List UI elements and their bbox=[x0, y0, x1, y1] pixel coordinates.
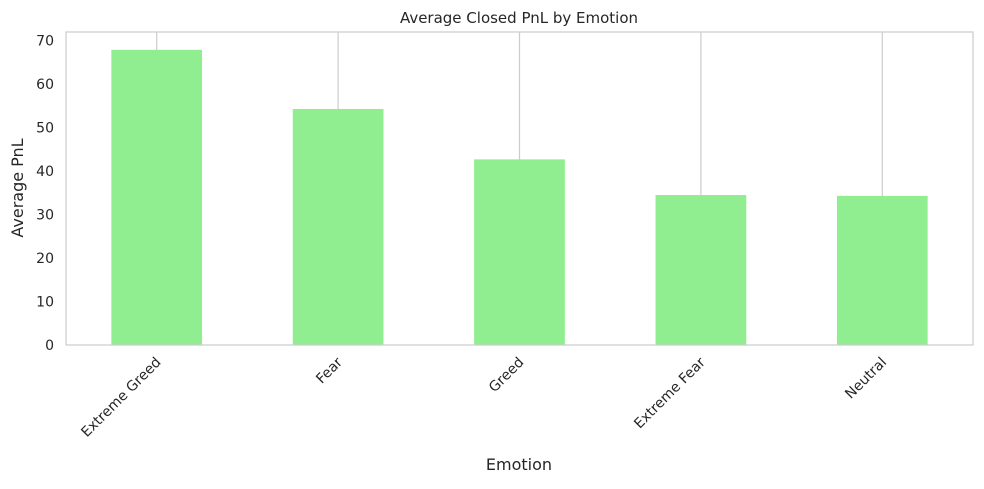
x-axis-label: Emotion bbox=[486, 455, 552, 474]
y-tick-label: 70 bbox=[36, 34, 54, 50]
plot-frame bbox=[65, 31, 974, 346]
y-tick-label: 50 bbox=[36, 121, 54, 137]
x-axis-ticks: Extreme Greed Fear Greed Extreme Fear Neutra… bbox=[78, 354, 890, 440]
bars bbox=[111, 49, 928, 346]
y-tick-label: 40 bbox=[36, 164, 54, 180]
y-axis-ticks: 0 10 20 30 40 50 60 70 bbox=[36, 34, 54, 354]
y-axis-label: Average PnL bbox=[8, 138, 27, 237]
x-tick-label: Extreme Fear bbox=[631, 354, 709, 432]
bar bbox=[292, 108, 384, 345]
x-tick-label: Extreme Greed bbox=[78, 355, 164, 441]
x-tick-label: Neutral bbox=[842, 355, 890, 403]
x-tick-label: Greed bbox=[486, 355, 527, 396]
chart-title: Average Closed PnL by Emotion bbox=[400, 9, 638, 27]
bar bbox=[474, 159, 565, 345]
y-tick-label: 20 bbox=[36, 251, 54, 267]
y-tick-label: 10 bbox=[36, 295, 54, 311]
x-tick-label: Fear bbox=[313, 354, 346, 387]
y-tick-label: 60 bbox=[36, 77, 54, 93]
y-tick-label: 0 bbox=[45, 338, 54, 354]
y-tick-label: 30 bbox=[36, 208, 54, 224]
bar bbox=[836, 195, 928, 345]
bar bbox=[111, 49, 203, 346]
bar bbox=[655, 195, 747, 345]
